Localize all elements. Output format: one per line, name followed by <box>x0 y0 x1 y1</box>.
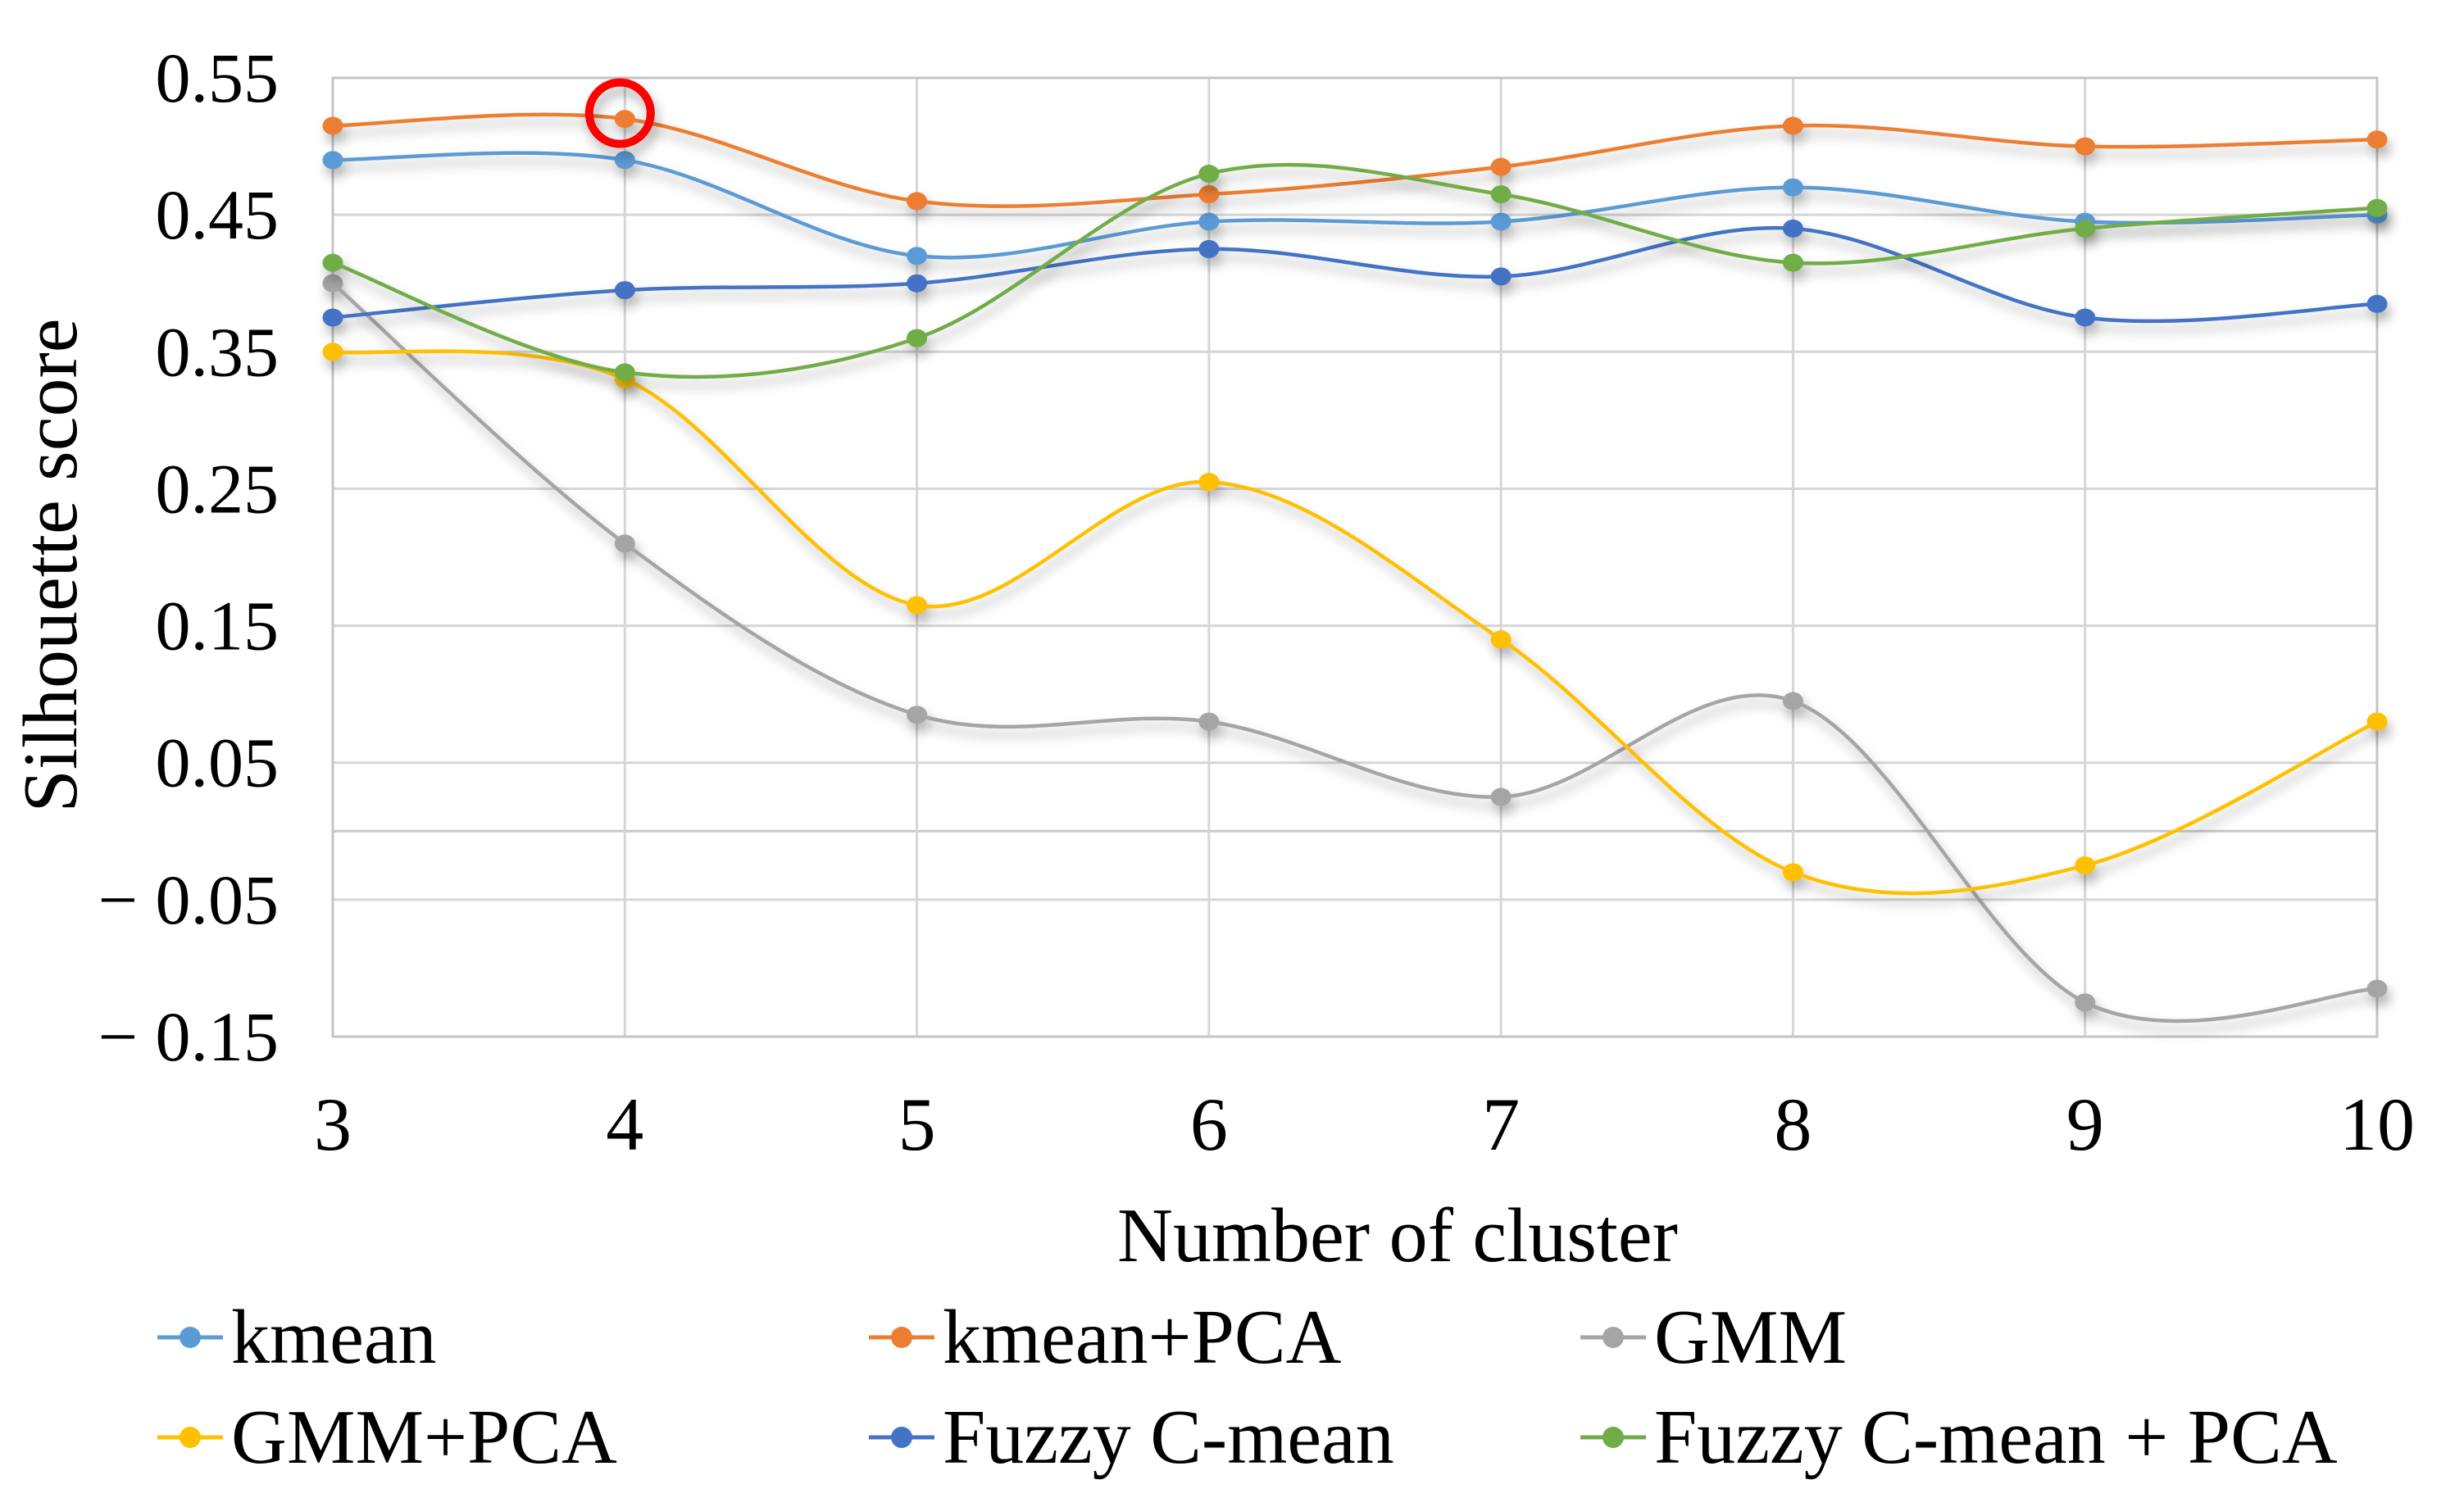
data-point-marker <box>1490 185 1512 204</box>
series-line-gmm-pca <box>330 349 2380 896</box>
x-tick-label: 10 <box>2339 1083 2415 1166</box>
data-point-marker <box>614 534 635 553</box>
data-point-marker <box>2366 712 2388 731</box>
data-point-marker <box>1490 630 1512 649</box>
data-point-marker <box>1198 185 1220 204</box>
data-point-marker <box>1490 212 1512 231</box>
data-point-marker <box>614 151 635 170</box>
data-point-marker <box>2366 294 2388 313</box>
line-marker-icon <box>869 1427 934 1448</box>
data-point-marker <box>322 116 343 135</box>
data-point-marker <box>907 192 928 211</box>
x-tick-label: 6 <box>1190 1083 1228 1166</box>
x-tick-label: 5 <box>898 1083 936 1166</box>
legend-item-kmean-pca: kmean+PCA <box>869 1296 1341 1378</box>
data-point-marker <box>1198 239 1220 258</box>
x-tick-label: 4 <box>606 1083 643 1166</box>
data-point-marker <box>1198 212 1220 231</box>
line-marker-icon <box>1580 1327 1646 1348</box>
legend-label-fuzzy-c-mean: Fuzzy C-mean <box>943 1395 1394 1480</box>
data-point-marker <box>1782 219 1803 238</box>
data-point-marker <box>1198 165 1220 183</box>
data-point-marker <box>1490 267 1512 286</box>
y-tick-label: − 0.05 <box>98 860 279 939</box>
legend-item-gmm: GMM <box>1580 1296 1847 1378</box>
legend-item-fuzzy-c-mean-pca: Fuzzy C-mean + PCA <box>1580 1396 2338 1478</box>
data-point-marker <box>907 596 928 615</box>
data-point-marker <box>614 110 635 129</box>
y-axis-title: Silhouette score <box>8 318 93 813</box>
y-tick-label: 0.55 <box>156 39 280 117</box>
data-point-marker <box>1782 253 1803 272</box>
y-tick-label: − 0.15 <box>98 997 279 1076</box>
x-tick-label: 9 <box>2066 1083 2104 1166</box>
data-point-marker <box>2075 856 2096 875</box>
data-point-marker <box>1490 788 1512 806</box>
data-point-marker <box>614 281 635 300</box>
data-point-marker <box>907 247 928 266</box>
legend-item-gmm-pca: GMM+PCA <box>157 1396 617 1478</box>
series-gmm-pca <box>322 343 2388 896</box>
x-axis-title: Number of cluster <box>1117 1193 1678 1278</box>
legend-label-kmean-pca: kmean+PCA <box>943 1295 1342 1380</box>
data-point-marker <box>2075 308 2096 327</box>
series-line-kmean-pca <box>330 112 2380 208</box>
data-point-marker <box>2075 993 2096 1012</box>
plot-border <box>331 76 2379 1038</box>
data-point-marker <box>2075 219 2096 238</box>
data-point-marker <box>1782 178 1803 197</box>
data-point-marker <box>322 253 343 272</box>
y-tick-label: 0.15 <box>156 587 280 665</box>
data-point-marker <box>907 329 928 347</box>
x-tick-label: 8 <box>1774 1083 1812 1166</box>
data-point-marker <box>2366 198 2388 217</box>
legend-label-kmean: kmean <box>231 1295 437 1380</box>
y-tick-label: 0.45 <box>156 175 280 254</box>
series-line-fuzzy-c-mean-pca <box>330 162 2380 379</box>
series-line-fuzzy-c-mean <box>330 225 2380 324</box>
data-point-marker <box>2366 979 2388 998</box>
data-point-marker <box>1782 863 1803 882</box>
data-point-marker <box>2366 130 2388 149</box>
x-tick-label: 7 <box>1482 1083 1520 1166</box>
line-marker-icon <box>1580 1427 1646 1448</box>
legend-label-gmm: GMM <box>1654 1295 1848 1380</box>
data-point-marker <box>322 343 343 361</box>
highlight-circle-annotation <box>584 78 655 148</box>
y-tick-label: 0.05 <box>156 724 280 802</box>
data-point-marker <box>2075 137 2096 156</box>
series-fuzzy-c-mean-pca <box>322 162 2388 382</box>
series-gmm <box>322 274 2388 1024</box>
line-marker-icon <box>157 1327 223 1348</box>
data-point-marker <box>1490 157 1512 176</box>
legend-item-fuzzy-c-mean: Fuzzy C-mean <box>869 1396 1394 1478</box>
data-point-marker <box>322 274 343 293</box>
y-tick-label: 0.25 <box>156 449 280 528</box>
series-fuzzy-c-mean <box>322 219 2388 327</box>
line-marker-icon <box>157 1427 223 1448</box>
data-point-marker <box>907 274 928 293</box>
series-line-kmean <box>330 151 2380 260</box>
data-point-marker <box>1782 692 1803 710</box>
legend-label-gmm-pca: GMM+PCA <box>231 1395 617 1480</box>
data-point-marker <box>322 308 343 327</box>
data-point-marker <box>1198 473 1220 492</box>
line-marker-icon <box>869 1327 934 1348</box>
y-tick-label: 0.35 <box>156 312 280 391</box>
data-point-marker <box>614 363 635 382</box>
data-point-marker <box>907 706 928 724</box>
data-point-marker <box>1198 712 1220 731</box>
x-tick-label: 3 <box>314 1083 352 1166</box>
series-line-gmm <box>330 281 2380 1024</box>
legend-item-kmean: kmean <box>157 1296 437 1378</box>
data-point-marker <box>1782 116 1803 135</box>
data-point-marker <box>322 151 343 170</box>
legend-label-fuzzy-c-mean-pca: Fuzzy C-mean + PCA <box>1654 1395 2338 1480</box>
series-kmean-pca <box>322 110 2388 211</box>
